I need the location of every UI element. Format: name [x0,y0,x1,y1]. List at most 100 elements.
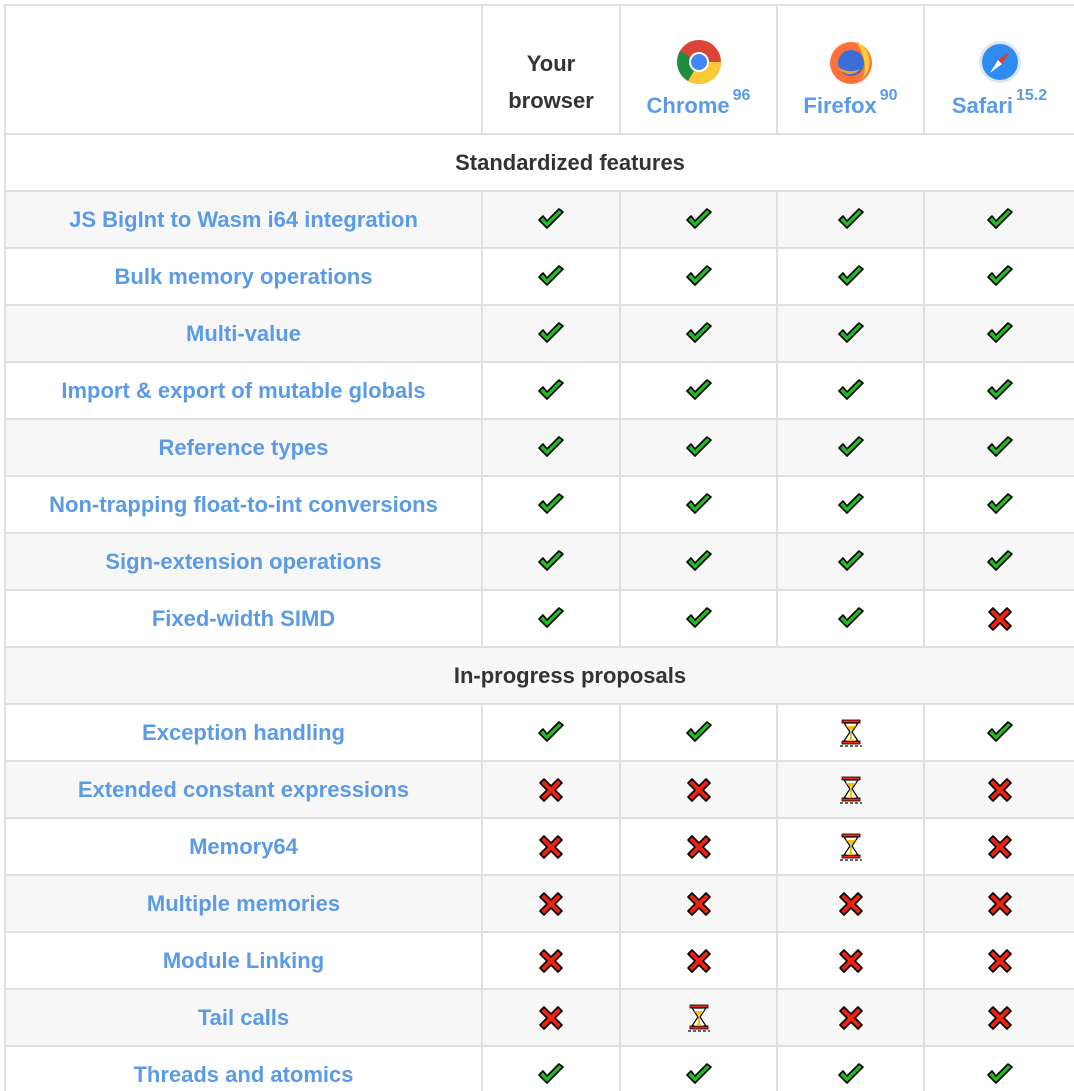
table-row: Multi-value [4,304,1074,363]
table-row: Multiple memories [4,874,1074,933]
table-row: Exception handling [4,703,1074,762]
status-cell-yes [619,247,778,306]
status-cell-yes [776,1045,925,1091]
chrome-header[interactable]: Chrome 96 [619,4,778,135]
status-cell-pending [776,760,925,819]
check-icon [685,549,712,571]
check-icon [538,492,564,514]
status-cell-no [776,874,925,933]
feature-link[interactable]: Memory64 [4,817,483,876]
feature-link[interactable]: Multi-value [4,304,483,363]
chrome-version: 96 [732,87,751,104]
empty-header-cell [4,4,483,135]
cross-icon [838,948,863,973]
cross-icon [987,606,1012,631]
check-icon [986,264,1013,286]
feature-link[interactable]: Module Linking [4,931,483,990]
status-cell-yes [923,304,1074,363]
status-cell-no [481,817,621,876]
check-icon [986,720,1013,742]
table-row: Module Linking [4,931,1074,990]
status-cell-yes [619,475,778,534]
feature-link[interactable]: Reference types [4,418,483,477]
check-icon [538,549,564,571]
status-cell-no [481,874,621,933]
status-cell-yes [776,418,925,477]
feature-link[interactable]: Sign-extension operations [4,532,483,591]
status-cell-yes [923,1045,1074,1091]
table-row: Sign-extension operations [4,532,1074,591]
feature-link[interactable]: Bulk memory operations [4,247,483,306]
table-row: Fixed-width SIMD [4,589,1074,648]
status-cell-yes [923,475,1074,534]
status-cell-no [481,988,621,1047]
table-row: Memory64 [4,817,1074,876]
feature-link[interactable]: Tail calls [4,988,483,1047]
check-icon [986,1062,1013,1084]
status-cell-no [923,931,1074,990]
check-icon [538,321,564,343]
status-cell-yes [481,304,621,363]
cross-icon [987,777,1012,802]
check-icon [685,378,712,400]
firefox-label: Firefox [803,93,877,118]
table-row: Bulk memory operations [4,247,1074,306]
safari-version: 15.2 [1016,87,1048,104]
status-cell-no [923,760,1074,819]
status-cell-yes [923,532,1074,591]
feature-link[interactable]: Threads and atomics [4,1045,483,1091]
status-cell-yes [619,190,778,249]
status-cell-yes [481,532,621,591]
cross-icon [838,1005,863,1030]
status-cell-yes [776,532,925,591]
cross-icon [686,834,711,859]
check-icon [986,492,1013,514]
cross-icon [539,1005,563,1030]
firefox-version: 90 [879,87,898,104]
status-cell-yes [481,418,621,477]
feature-link[interactable]: Extended constant expressions [4,760,483,819]
chrome-label: Chrome [646,93,730,118]
cross-icon [539,834,563,859]
check-icon [986,321,1013,343]
status-cell-pending [619,988,778,1047]
check-icon [837,321,864,343]
firefox-header[interactable]: Firefox 90 [776,4,925,135]
cross-icon [987,834,1012,859]
cross-icon [987,891,1012,916]
status-cell-yes [619,418,778,477]
check-icon [685,606,712,628]
feature-link[interactable]: JS BigInt to Wasm i64 integration [4,190,483,249]
section-title-text: Standardized features [455,149,685,175]
check-icon [538,264,564,286]
status-cell-no [776,988,925,1047]
status-cell-yes [776,475,925,534]
hourglass-icon [839,776,862,804]
check-icon [837,264,864,286]
status-cell-yes [923,418,1074,477]
feature-link[interactable]: Non-trapping float-to-int conversions [4,475,483,534]
status-cell-yes [776,589,925,648]
check-icon [837,378,864,400]
check-icon [538,1062,564,1084]
feature-link[interactable]: Exception handling [4,703,483,762]
check-icon [986,549,1013,571]
feature-link[interactable]: Multiple memories [4,874,483,933]
safari-logo-icon [978,41,1021,83]
status-cell-yes [481,589,621,648]
feature-link[interactable]: Import & export of mutable globals [4,361,483,420]
check-icon [837,1062,864,1084]
check-icon [685,207,712,229]
check-icon [685,492,712,514]
check-icon [837,207,864,229]
safari-header[interactable]: Safari 15.2 [923,4,1074,135]
feature-link[interactable]: Fixed-width SIMD [4,589,483,648]
cross-icon [686,777,711,802]
safari-label: Safari [951,93,1013,118]
cross-icon [539,948,563,973]
cross-icon [987,1005,1012,1030]
status-cell-yes [481,247,621,306]
section-title: In-progress proposals [4,646,1074,705]
status-cell-no [923,874,1074,933]
cross-icon [987,948,1012,973]
